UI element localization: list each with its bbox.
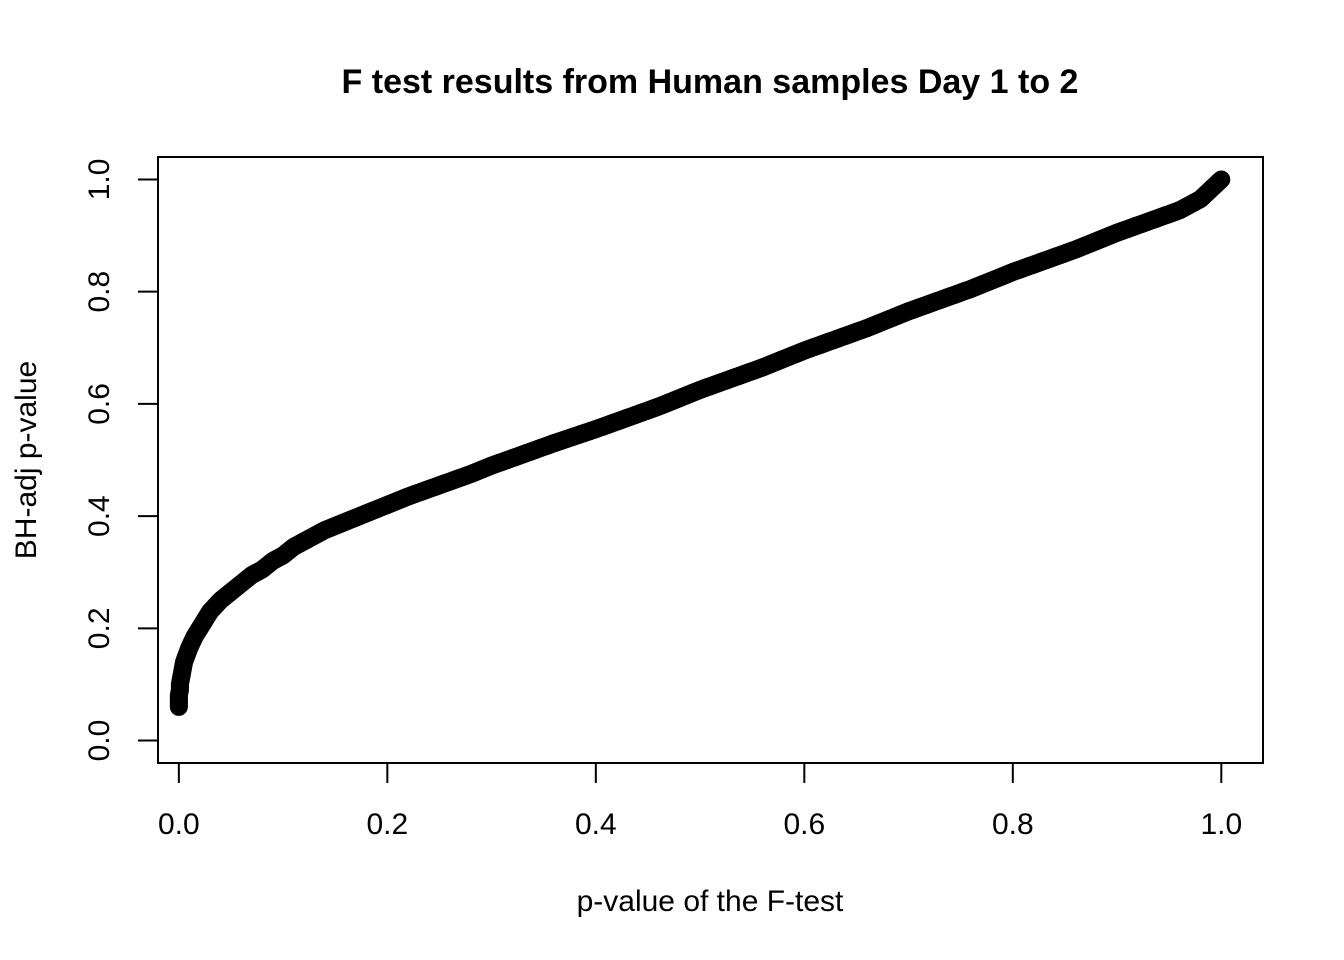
- y-axis: 0.0 0.2 0.4 0.6 0.8 1.0: [83, 159, 159, 762]
- x-tick-label: 0.0: [158, 808, 200, 841]
- y-tick-label: 0.0: [83, 720, 116, 762]
- x-tick-label: 1.0: [1200, 808, 1242, 841]
- x-axis: 0.0 0.2 0.4 0.6 0.8 1.0: [158, 762, 1242, 841]
- data-points: [169, 170, 1231, 716]
- x-axis-label: p-value of the F-test: [577, 885, 844, 918]
- x-tick-label: 0.2: [366, 808, 408, 841]
- x-tick-label: 0.8: [992, 808, 1034, 841]
- chart-title: F test results from Human samples Day 1 …: [342, 63, 1079, 101]
- data-point: [1212, 170, 1231, 189]
- y-axis-label: BH-adj p-value: [10, 361, 43, 559]
- x-tick-label: 0.6: [783, 808, 825, 841]
- y-tick-label: 0.8: [83, 271, 116, 313]
- y-tick-label: 1.0: [83, 159, 116, 201]
- x-tick-label: 0.4: [575, 808, 617, 841]
- y-tick-label: 0.4: [83, 495, 116, 537]
- y-tick-label: 0.6: [83, 383, 116, 425]
- y-tick-label: 0.2: [83, 607, 116, 649]
